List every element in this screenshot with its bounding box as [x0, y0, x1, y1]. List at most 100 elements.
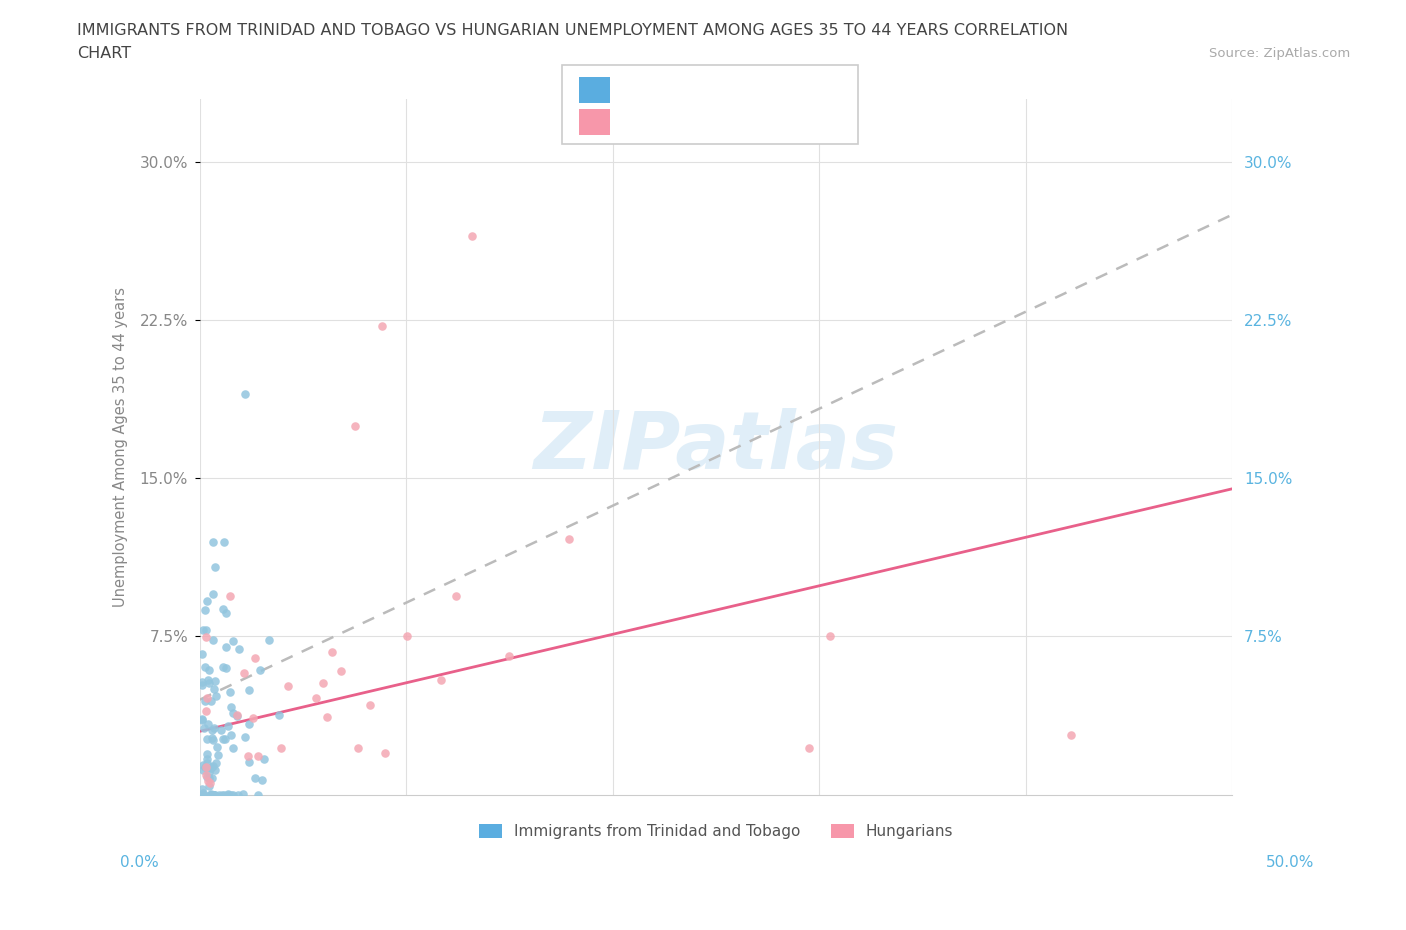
- Point: [208, 787, 231, 802]
- Point: [209, 723, 232, 737]
- Point: [202, 787, 225, 802]
- Point: [193, 787, 215, 802]
- Point: [214, 731, 236, 746]
- Point: [201, 733, 224, 748]
- Point: [200, 787, 222, 802]
- Point: [191, 675, 214, 690]
- Point: [195, 751, 218, 766]
- Text: R =: R =: [624, 113, 661, 131]
- Point: [305, 690, 328, 705]
- Point: [198, 663, 221, 678]
- Point: [193, 760, 215, 775]
- Point: [202, 787, 225, 802]
- Point: [267, 708, 290, 723]
- Point: [191, 677, 214, 692]
- Point: [191, 712, 214, 727]
- Point: [222, 741, 245, 756]
- Point: [238, 716, 260, 731]
- Point: [321, 644, 343, 659]
- Point: [201, 723, 224, 737]
- Point: [222, 706, 245, 721]
- Point: [217, 787, 239, 802]
- Point: [253, 751, 276, 766]
- Point: [236, 749, 259, 764]
- Point: [202, 587, 225, 602]
- Point: [446, 589, 468, 604]
- Point: [370, 319, 392, 334]
- Point: [202, 787, 225, 802]
- Point: [195, 629, 218, 644]
- Text: Source: ZipAtlas.com: Source: ZipAtlas.com: [1209, 46, 1350, 60]
- Point: [191, 787, 214, 802]
- Point: [195, 768, 218, 783]
- Point: [212, 732, 235, 747]
- Point: [461, 229, 484, 244]
- Point: [197, 756, 219, 771]
- Point: [195, 623, 218, 638]
- Point: [197, 593, 219, 608]
- Point: [198, 779, 221, 794]
- Point: [243, 771, 266, 786]
- Point: [197, 770, 219, 785]
- Point: [214, 534, 236, 549]
- Point: [194, 603, 217, 618]
- Point: [198, 676, 221, 691]
- Point: [200, 760, 222, 775]
- Point: [211, 660, 233, 675]
- Point: [222, 634, 245, 649]
- Point: [219, 727, 242, 742]
- Point: [191, 647, 214, 662]
- Point: [215, 605, 238, 620]
- Point: [191, 711, 214, 726]
- Point: [201, 534, 224, 549]
- Point: [374, 746, 396, 761]
- Text: IMMIGRANTS FROM TRINIDAD AND TOBAGO VS HUNGARIAN UNEMPLOYMENT AMONG AGES 35 TO 4: IMMIGRANTS FROM TRINIDAD AND TOBAGO VS H…: [77, 23, 1069, 38]
- Point: [197, 673, 219, 688]
- Text: N =: N =: [728, 113, 776, 131]
- Point: [228, 642, 250, 657]
- Point: [193, 720, 215, 735]
- Point: [430, 672, 453, 687]
- Point: [359, 698, 381, 712]
- Point: [225, 707, 247, 722]
- Point: [195, 704, 218, 719]
- Text: N =: N =: [728, 81, 776, 100]
- Point: [198, 776, 221, 790]
- Point: [200, 761, 222, 776]
- Point: [242, 711, 264, 725]
- Point: [201, 787, 224, 802]
- Point: [204, 673, 226, 688]
- Point: [246, 787, 269, 802]
- Point: [243, 650, 266, 665]
- Point: [217, 787, 239, 802]
- Text: 0.0%: 0.0%: [120, 855, 159, 870]
- Point: [215, 660, 238, 675]
- Point: [191, 782, 214, 797]
- Point: [347, 740, 370, 755]
- Y-axis label: Unemployment Among Ages 35 to 44 years: Unemployment Among Ages 35 to 44 years: [114, 286, 128, 606]
- Point: [212, 787, 235, 802]
- Point: [191, 786, 214, 801]
- Point: [232, 786, 254, 801]
- Point: [204, 763, 226, 777]
- Point: [201, 632, 224, 647]
- Point: [218, 719, 240, 734]
- Point: [205, 756, 228, 771]
- Point: [200, 787, 222, 802]
- Point: [219, 589, 242, 604]
- Point: [202, 721, 225, 736]
- Point: [198, 787, 221, 802]
- Point: [202, 787, 225, 802]
- Point: [226, 787, 249, 802]
- Point: [343, 418, 366, 433]
- Point: [250, 773, 273, 788]
- Point: [201, 771, 224, 786]
- Point: [233, 387, 256, 402]
- Point: [204, 560, 226, 575]
- Point: [219, 787, 242, 802]
- Text: 50.0%: 50.0%: [1267, 855, 1315, 870]
- Point: [191, 622, 214, 637]
- Point: [194, 659, 217, 674]
- Point: [211, 787, 233, 802]
- Point: [1060, 728, 1083, 743]
